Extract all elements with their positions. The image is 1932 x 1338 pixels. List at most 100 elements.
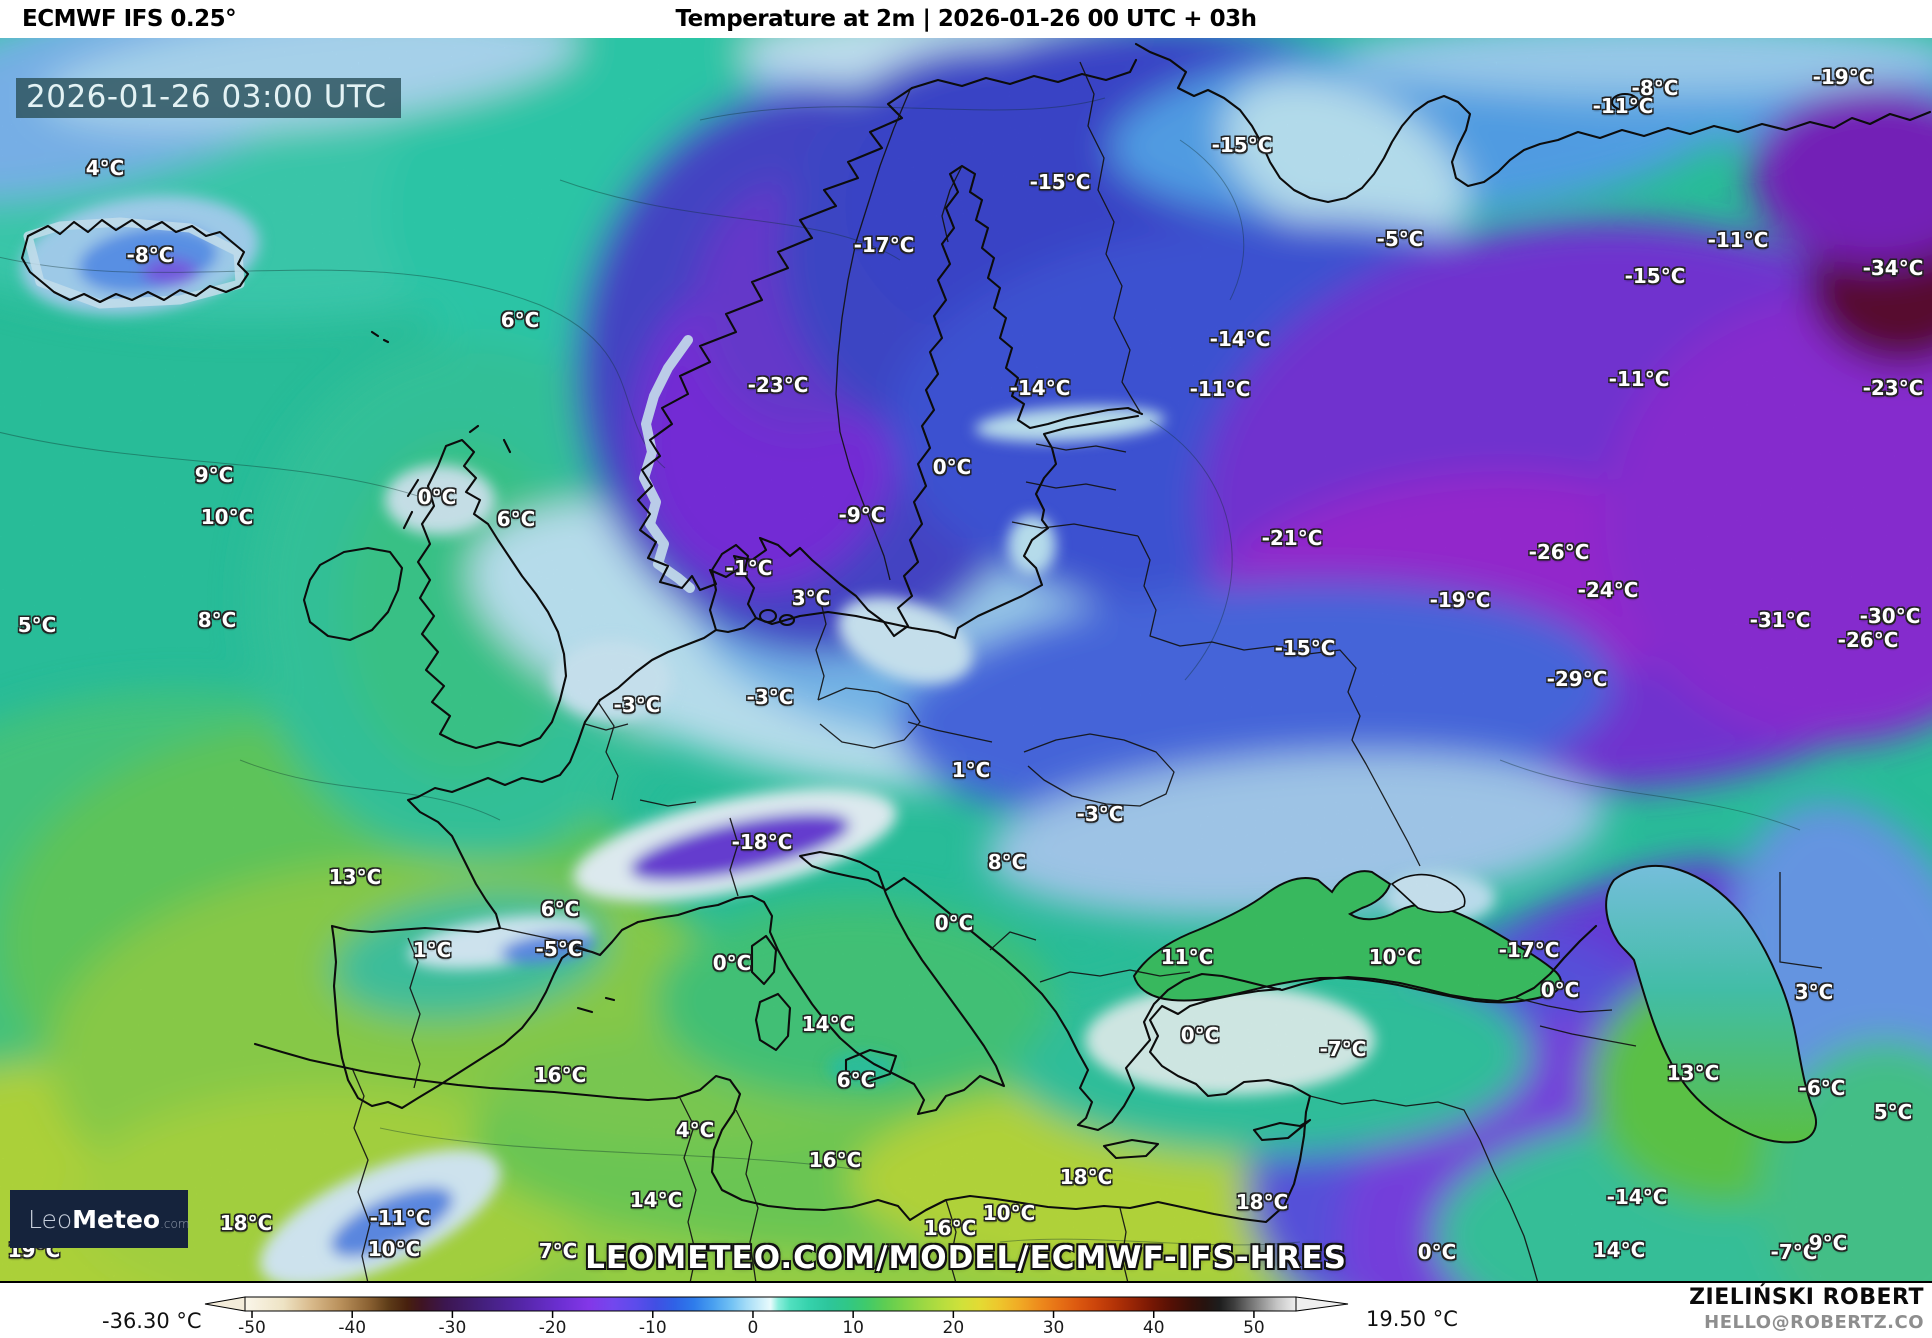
colorbar-ticks: -50 -40 -30 -20 -10 0 10 20 30 40 50 xyxy=(238,1311,1265,1338)
svg-text:-40: -40 xyxy=(338,1318,366,1338)
temp-label: -17°C xyxy=(1498,938,1560,962)
temp-label: 7°C xyxy=(538,1239,578,1263)
temp-label: 14°C xyxy=(629,1188,683,1212)
colorbar-left-arrow xyxy=(204,1296,246,1312)
temp-label: 10°C xyxy=(1368,945,1422,969)
temp-label: -14°C xyxy=(1009,376,1071,400)
temp-label: 0°C xyxy=(1180,1023,1220,1047)
temp-label: 18°C xyxy=(1059,1165,1113,1189)
temp-label: 1°C xyxy=(412,938,452,962)
temp-label: 3°C xyxy=(1794,980,1834,1004)
temp-label: 10°C xyxy=(200,505,254,529)
temp-label: -1°C xyxy=(725,556,773,580)
temp-label: -15°C xyxy=(1274,636,1336,660)
colorbar-footer: -50 -40 -30 -20 -10 0 10 20 30 40 50 -36.30 °C 19.… xyxy=(0,1283,1932,1338)
temp-label: 0°C xyxy=(932,455,972,479)
temp-label: 3°C xyxy=(791,586,831,610)
svg-text:40: 40 xyxy=(1143,1318,1165,1338)
texture-overlay xyxy=(0,38,1932,1283)
temp-label: 0°C xyxy=(1540,978,1580,1002)
temp-label: -11°C xyxy=(1189,377,1251,401)
temp-label: -19°C xyxy=(1812,65,1874,89)
temp-label: -14°C xyxy=(1606,1185,1668,1209)
temp-label: -18°C xyxy=(731,830,793,854)
temp-label: 1°C xyxy=(951,758,991,782)
temp-label: -26°C xyxy=(1837,628,1899,652)
svg-text:-30: -30 xyxy=(439,1318,467,1338)
temp-label: 10°C xyxy=(982,1201,1036,1225)
temp-label: -8°C xyxy=(126,243,174,267)
temp-label: 0°C xyxy=(1417,1240,1457,1264)
temp-label: -15°C xyxy=(1029,170,1091,194)
temp-label: 14°C xyxy=(801,1012,855,1036)
max-temp-label: 19.50 °C xyxy=(1366,1307,1458,1331)
temp-label: -11°C xyxy=(369,1206,431,1230)
leometeo-logo: LeoMeteo.com xyxy=(10,1190,190,1248)
map-canvas: 4°C -8°C 6°C -17°C -23°C -15°C -15°C -8°C -11°C -… xyxy=(0,38,1932,1283)
temp-label: 13°C xyxy=(328,865,382,889)
temp-label: 10°C xyxy=(367,1237,421,1261)
temp-label: -14°C xyxy=(1209,327,1271,351)
temp-label: 18°C xyxy=(1235,1190,1289,1214)
temp-label: 5°C xyxy=(1873,1100,1913,1124)
temp-label: 8°C xyxy=(197,608,237,632)
temp-label: 13°C xyxy=(1666,1061,1720,1085)
temp-label: 0°C xyxy=(934,911,974,935)
temp-label: 4°C xyxy=(675,1118,715,1142)
temp-label: 6°C xyxy=(496,507,536,531)
svg-text:10: 10 xyxy=(842,1318,864,1338)
logo-wordmark: LeoMeteo.com xyxy=(28,1204,190,1234)
chart-title: Temperature at 2m | 2026-01-26 00 UTC + … xyxy=(675,6,1257,32)
temp-label: -11°C xyxy=(1707,228,1769,252)
temp-label: 16°C xyxy=(923,1216,977,1240)
temp-label: -31°C xyxy=(1749,608,1811,632)
temp-label: -11°C xyxy=(1608,367,1670,391)
temp-label: -6°C xyxy=(1798,1076,1846,1100)
temp-label: -19°C xyxy=(1429,588,1491,612)
svg-text:20: 20 xyxy=(943,1318,965,1338)
contact-credit: HELLO@ROBERTZ.CO xyxy=(1704,1312,1924,1333)
temp-label: 11°C xyxy=(1160,945,1214,969)
temp-label: -23°C xyxy=(1862,376,1924,400)
temp-label: -3°C xyxy=(1076,802,1124,826)
temp-label: 6°C xyxy=(540,897,580,921)
temp-label: 6°C xyxy=(500,308,540,332)
colorbar-right-arrow xyxy=(1295,1296,1349,1312)
svg-text:-10: -10 xyxy=(639,1318,667,1338)
temp-label: -3°C xyxy=(746,685,794,709)
author-credit: ZIELIŃSKI ROBERT xyxy=(1689,1285,1924,1310)
temp-label: -15°C xyxy=(1211,133,1273,157)
temp-label: -7°C xyxy=(1319,1037,1367,1061)
temp-label: -29°C xyxy=(1546,667,1608,691)
temp-label: 16°C xyxy=(533,1063,587,1087)
temp-label: -17°C xyxy=(853,233,915,257)
temp-label: -30°C xyxy=(1859,604,1921,628)
temp-label: -24°C xyxy=(1577,578,1639,602)
svg-text:-50: -50 xyxy=(238,1318,266,1338)
svg-text:30: 30 xyxy=(1043,1318,1065,1338)
temp-label: 8°C xyxy=(987,850,1027,874)
min-temp-label: -36.30 °C xyxy=(102,1309,202,1333)
temp-label: -26°C xyxy=(1528,540,1590,564)
temp-label: -15°C xyxy=(1624,264,1686,288)
svg-text:0: 0 xyxy=(748,1318,759,1338)
header-bar: ECMWF IFS 0.25° Temperature at 2m | 2026… xyxy=(0,0,1932,38)
colorbar: -50 -40 -30 -20 -10 0 10 20 30 40 50 xyxy=(204,1296,1349,1338)
temp-label: 5°C xyxy=(17,613,57,637)
temp-label: 6°C xyxy=(836,1068,876,1092)
model-title: ECMWF IFS 0.25° xyxy=(22,6,237,32)
temp-label: 4°C xyxy=(85,156,125,180)
temp-label: -34°C xyxy=(1862,256,1924,280)
temp-label: 0°C xyxy=(417,485,457,509)
temp-label: 9°C xyxy=(194,463,234,487)
temp-label: -21°C xyxy=(1261,526,1323,550)
timestamp-badge: 2026-01-26 03:00 UTC xyxy=(16,78,401,118)
temperature-labels-layer: 4°C -8°C 6°C -17°C -23°C -15°C -15°C -8°C -11°C -… xyxy=(0,38,1932,1283)
temp-label: 0°C xyxy=(712,951,752,975)
svg-text:50: 50 xyxy=(1243,1318,1265,1338)
temp-label: -5°C xyxy=(535,937,583,961)
temp-label: -23°C xyxy=(747,373,809,397)
temp-label: -7°C xyxy=(1770,1240,1818,1264)
temp-label: 9°C xyxy=(1808,1231,1848,1255)
